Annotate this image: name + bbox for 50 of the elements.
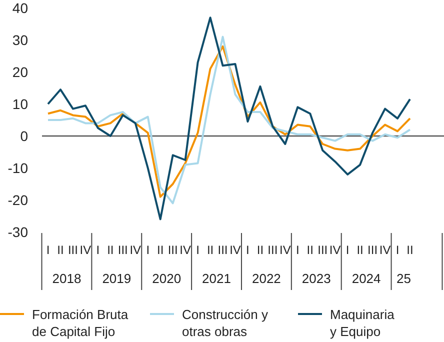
x-tick-label: IV xyxy=(130,243,142,258)
x-tick-label: IV xyxy=(180,243,191,258)
x-tick-label: I xyxy=(346,243,350,258)
x-tick-label: I xyxy=(296,243,300,258)
text: 2022 xyxy=(252,271,281,286)
text: 25 xyxy=(396,271,411,286)
x-tick-label: II xyxy=(157,243,164,258)
x-tick-label: I xyxy=(146,243,150,258)
line-series xyxy=(47,16,411,220)
x-tick-label: II xyxy=(107,243,114,258)
y-tick-label: -10 xyxy=(8,160,28,176)
y-tick-label: 30 xyxy=(12,32,28,48)
text: 2018 xyxy=(52,271,82,286)
text: 2019 xyxy=(102,271,132,286)
x-tick-label: I xyxy=(96,243,100,258)
x-tick-label: III xyxy=(318,243,328,258)
x-tick-label: III xyxy=(368,243,378,258)
y-tick-label: 0 xyxy=(20,128,28,144)
x-tick-label: III xyxy=(68,243,78,258)
x-tick-label: II xyxy=(57,243,64,258)
y-tick-label: 20 xyxy=(12,64,28,80)
x-tick-label: IV xyxy=(329,243,341,258)
text: 2023 xyxy=(302,271,331,286)
x-tick-label: IV xyxy=(379,243,391,258)
x-tick-label: III xyxy=(218,243,228,258)
legend-label: Formación Bruta de Capital Fijo xyxy=(32,307,129,339)
x-tick-label: III xyxy=(168,243,178,258)
x-tick-label: II xyxy=(256,243,264,258)
text: 2021 xyxy=(202,271,231,286)
y-tick-label: 10 xyxy=(12,96,28,112)
x-tick-label: IV xyxy=(280,243,291,258)
x-tick-label: IV xyxy=(80,243,92,258)
legend-label: Maquinaria y Equipo xyxy=(330,307,396,339)
legend-label: Construcción y otras obras xyxy=(182,307,268,339)
x-tick-label: I xyxy=(396,243,400,258)
x-tick-label: I xyxy=(46,243,50,258)
x-tick-label: I xyxy=(196,243,200,258)
x-tick-label: III xyxy=(118,243,128,258)
x-tick-label: I xyxy=(246,243,250,258)
x-tick-label: II xyxy=(406,243,414,258)
y-tick-label: -30 xyxy=(8,224,28,240)
text: 2020 xyxy=(152,271,182,286)
x-tick-label: II xyxy=(206,243,214,258)
text: 2024 xyxy=(352,271,381,286)
x-tick-label: II xyxy=(356,243,364,258)
y-tick-label: 40 xyxy=(12,0,28,16)
x-tick-label: II xyxy=(306,243,314,258)
y-tick-label: -20 xyxy=(8,192,28,208)
x-tick-label: III xyxy=(268,243,278,258)
x-tick-label: IV xyxy=(230,243,241,258)
